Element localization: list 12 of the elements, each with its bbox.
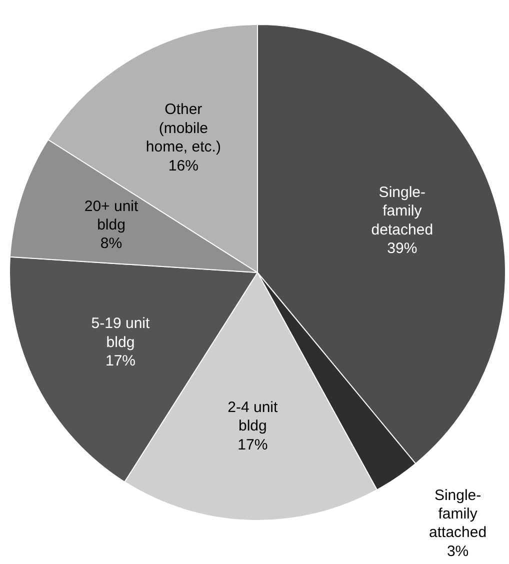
data-label: 39%	[387, 240, 418, 257]
slice-label: 2-4 unit bldg	[228, 398, 279, 435]
slice-label: 20+ unit bldg	[84, 198, 139, 234]
data-label: 17%	[238, 436, 268, 454]
data-label: 8%	[100, 235, 122, 252]
slice-label: 5-19 unit bldg	[91, 315, 151, 351]
data-label: 17%	[105, 352, 136, 370]
slice-label: Other (mobile home, etc.)	[146, 101, 221, 156]
slice-label: Single- family attached	[429, 486, 487, 542]
data-label: 16%	[168, 157, 198, 174]
data-label: 3%	[446, 542, 469, 560]
slice-label: Single- family detached	[371, 184, 434, 238]
